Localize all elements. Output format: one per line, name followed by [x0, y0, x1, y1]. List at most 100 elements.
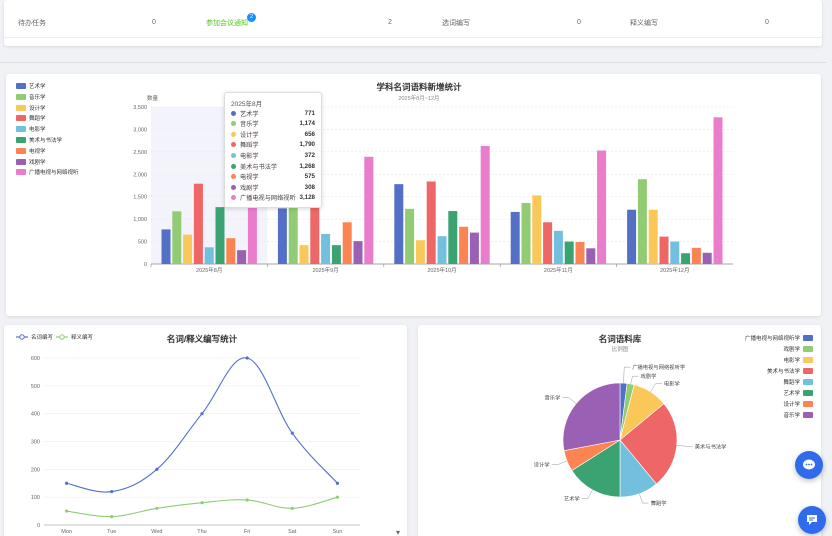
message-button[interactable] — [798, 506, 826, 534]
bar[interactable] — [204, 247, 214, 264]
data-point[interactable] — [290, 506, 294, 510]
bar[interactable] — [713, 117, 723, 264]
bar[interactable] — [564, 241, 574, 264]
bar[interactable] — [648, 209, 658, 264]
bar-legend-item[interactable]: 电影学 — [16, 125, 46, 133]
bar[interactable] — [277, 208, 287, 264]
bar[interactable] — [215, 207, 225, 264]
pie-slice[interactable] — [619, 403, 678, 485]
bar[interactable] — [681, 253, 691, 264]
bar-chart[interactable]: 学科名词语料新增统计 2025年8月~12月 数量 0 500 1,000 1,500… — [6, 74, 821, 316]
line-y-tick-label: 300 — [31, 440, 40, 446]
bar[interactable] — [405, 208, 415, 264]
bar-legend-item[interactable]: 音乐学 — [16, 93, 46, 101]
bar[interactable] — [691, 247, 701, 264]
bar-legend-item[interactable]: 艺术学 — [16, 82, 46, 90]
pie-legend-item[interactable]: 美术与书法学 — [767, 367, 813, 375]
bar[interactable] — [448, 211, 458, 264]
bar[interactable] — [510, 211, 520, 264]
pie-slice-label: 美术与书法学 — [695, 442, 727, 450]
bar[interactable] — [426, 181, 436, 264]
bar[interactable] — [415, 240, 425, 264]
bar[interactable] — [183, 234, 193, 264]
data-point[interactable] — [245, 356, 249, 360]
data-point[interactable] — [64, 481, 69, 485]
bar[interactable] — [237, 250, 247, 264]
pie-chart[interactable]: 名词语料库 比例图 广播电视与网络视听学戏剧学电影学美术与书法学舞蹈学艺术学设计… — [418, 325, 821, 536]
bar[interactable] — [480, 146, 490, 264]
pie-legend-item[interactable]: 电影学 — [783, 356, 813, 364]
bar[interactable] — [193, 183, 203, 264]
line-y-tick-label: 200 — [31, 467, 40, 473]
pie-legend-item[interactable]: 广播电视与网络视听学 — [745, 334, 813, 342]
bar-legend-item[interactable]: 设计学 — [16, 104, 46, 112]
bar[interactable] — [637, 179, 647, 264]
tooltip-row: 电影学 372 — [231, 150, 315, 160]
bar[interactable] — [288, 206, 298, 264]
pie-slice[interactable] — [562, 382, 621, 452]
bar[interactable] — [342, 222, 352, 264]
pie-label-line — [551, 460, 568, 465]
bar-legend-item[interactable]: 电视学 — [16, 147, 46, 155]
bar[interactable] — [331, 245, 341, 264]
task-value-definition: 0 — [765, 19, 769, 26]
bar[interactable] — [575, 242, 585, 264]
bar[interactable] — [172, 211, 182, 264]
tooltip-value: 1,174 — [299, 120, 315, 128]
bar[interactable] — [702, 252, 712, 264]
data-point[interactable] — [155, 506, 159, 510]
data-point[interactable] — [64, 509, 69, 513]
bar[interactable] — [469, 232, 479, 264]
bar[interactable] — [586, 248, 596, 264]
data-point[interactable] — [110, 515, 114, 519]
bar[interactable] — [394, 184, 404, 264]
pie-legend-item[interactable]: 舞蹈学 — [783, 378, 813, 386]
line-legend-item[interactable]: 释义编写 — [56, 333, 94, 341]
bar[interactable] — [659, 236, 669, 264]
tooltip-dot — [231, 152, 236, 158]
bar[interactable] — [543, 222, 553, 264]
bar-legend-item[interactable]: 戏剧学 — [16, 158, 46, 166]
data-point[interactable] — [200, 501, 204, 505]
bar[interactable] — [364, 156, 374, 264]
data-point[interactable] — [110, 490, 114, 494]
bar[interactable] — [532, 195, 542, 264]
pie-legend-item[interactable]: 音乐学 — [783, 411, 813, 419]
pie-legend-item[interactable]: 戏剧学 — [783, 345, 813, 353]
data-point[interactable] — [245, 498, 249, 502]
bar-legend-item[interactable]: 舞蹈学 — [16, 114, 46, 122]
bar[interactable] — [597, 150, 607, 264]
chat-button[interactable] — [795, 451, 823, 479]
bar-legend-item[interactable]: 美术与书法学 — [16, 136, 62, 144]
bar-y-tick-label: 1,500 — [133, 195, 147, 201]
data-point[interactable] — [200, 412, 204, 416]
data-point[interactable] — [335, 481, 340, 485]
pie-legend-item[interactable]: 艺术学 — [783, 389, 813, 397]
bar-y-tick-label: 500 — [138, 240, 147, 246]
bar[interactable] — [226, 238, 236, 264]
bar[interactable] — [321, 233, 331, 264]
bar-legend-item[interactable]: 广播电视与网络视听 — [16, 168, 79, 176]
bar[interactable] — [161, 229, 171, 264]
data-point[interactable] — [155, 467, 159, 471]
bar[interactable] — [459, 226, 469, 264]
pie-legend-item[interactable]: 设计学 — [783, 400, 813, 408]
scroll-down-icon[interactable]: ▾ — [396, 528, 401, 536]
data-point[interactable] — [335, 495, 340, 499]
bar[interactable] — [437, 236, 447, 264]
data-point[interactable] — [290, 431, 294, 435]
bar[interactable] — [553, 230, 563, 264]
bar[interactable] — [670, 241, 680, 264]
pie-slice-label: 戏剧学 — [641, 372, 657, 380]
bar-x-tick-label: 2025年9月 — [312, 266, 338, 274]
bar[interactable] — [521, 202, 531, 264]
meeting-notice-link[interactable]: 参加会议通知 — [206, 20, 248, 27]
bar[interactable] — [627, 209, 637, 264]
line-chart[interactable]: 名词/释义编写统计 名词编写 释义编写 0 100 200 300 400 500 600 Mo… — [4, 325, 407, 536]
legend-label: 戏剧学 — [783, 347, 800, 353]
bar[interactable] — [353, 241, 363, 264]
tooltip-row: 美术与书法学 1,268 — [231, 161, 315, 171]
bar[interactable] — [310, 204, 320, 264]
bar[interactable] — [299, 245, 309, 264]
line-legend-item[interactable]: 名词编写 — [16, 333, 54, 341]
